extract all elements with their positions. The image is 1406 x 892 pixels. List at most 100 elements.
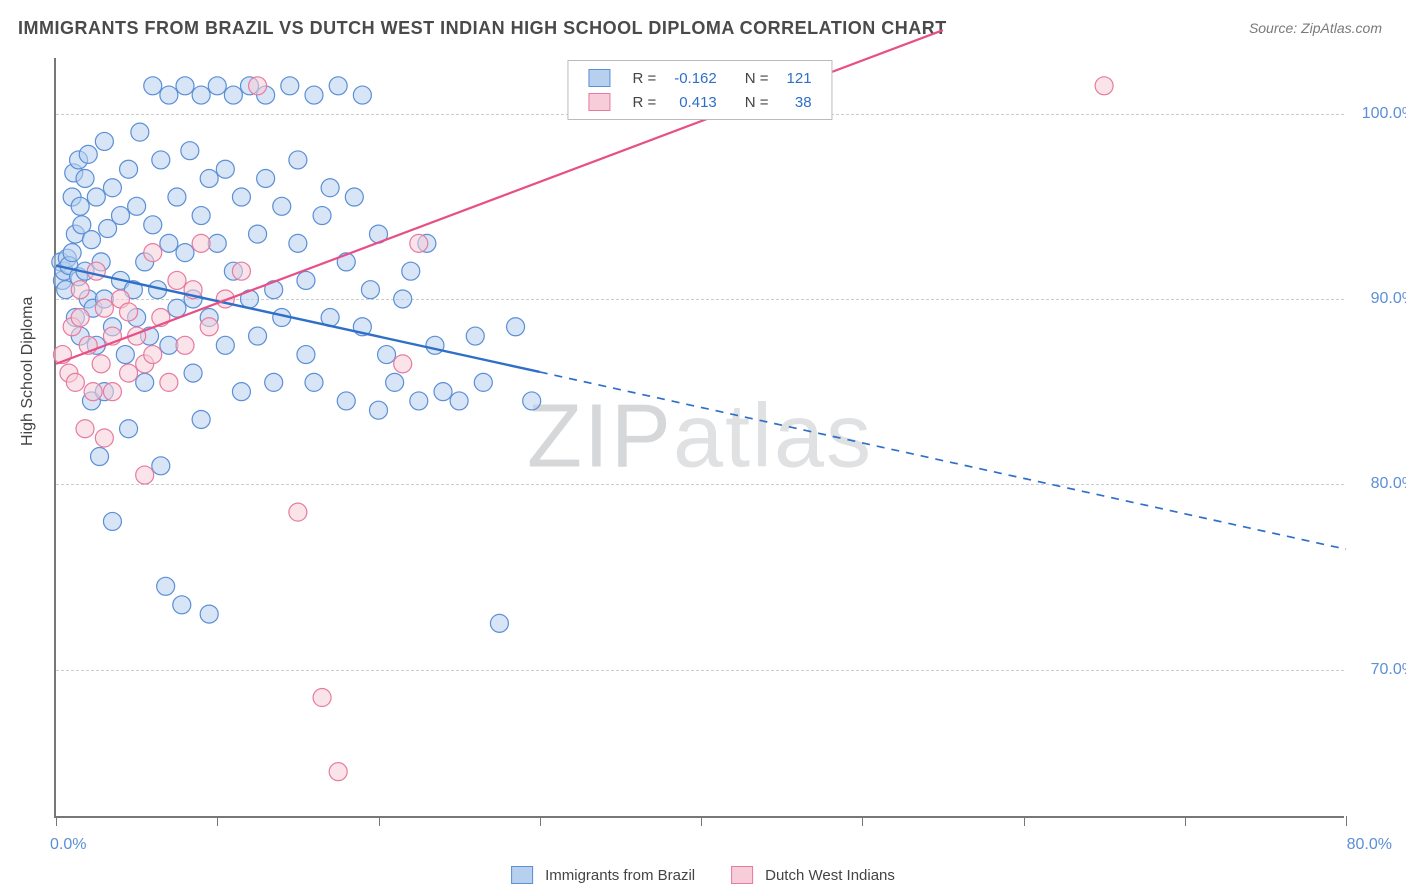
- scatter-point: [144, 216, 162, 234]
- scatter-point: [216, 160, 234, 178]
- scatter-point: [144, 244, 162, 262]
- legend-series: Immigrants from Brazil Dutch West Indians: [511, 866, 895, 884]
- legend-swatch: [731, 866, 753, 884]
- scatter-point: [181, 142, 199, 160]
- scatter-point: [71, 281, 89, 299]
- scatter-point: [160, 234, 178, 252]
- scatter-point: [128, 197, 146, 215]
- scatter-point: [410, 234, 428, 252]
- scatter-point: [450, 392, 468, 410]
- scatter-point: [160, 373, 178, 391]
- scatter-point: [329, 763, 347, 781]
- scatter-point: [208, 234, 226, 252]
- scatter-point: [490, 614, 508, 632]
- scatter-point: [313, 207, 331, 225]
- x-tick: [862, 816, 863, 826]
- chart-title: IMMIGRANTS FROM BRAZIL VS DUTCH WEST IND…: [18, 18, 947, 39]
- scatter-point: [112, 207, 130, 225]
- scatter-point: [216, 336, 234, 354]
- scatter-point: [87, 262, 105, 280]
- scatter-point: [192, 207, 210, 225]
- legend-stats-row: R =-0.162N =121: [580, 67, 819, 89]
- scatter-point: [386, 373, 404, 391]
- scatter-point: [184, 364, 202, 382]
- x-tick: [379, 816, 380, 826]
- scatter-point: [208, 77, 226, 95]
- scatter-point: [224, 86, 242, 104]
- scatter-point: [76, 169, 94, 187]
- scatter-point: [95, 132, 113, 150]
- legend-stats-row: R =0.413N =38: [580, 91, 819, 113]
- scatter-point: [176, 77, 194, 95]
- scatter-point: [289, 234, 307, 252]
- x-tick: [540, 816, 541, 826]
- source-prefix: Source:: [1249, 20, 1301, 36]
- legend-swatch: [588, 93, 610, 111]
- legend-series-label: Dutch West Indians: [765, 867, 895, 884]
- scatter-point: [394, 355, 412, 373]
- scatter-point: [95, 429, 113, 447]
- scatter-point: [200, 605, 218, 623]
- scatter-point: [116, 346, 134, 364]
- legend-series-item: Dutch West Indians: [731, 866, 895, 884]
- scatter-point: [466, 327, 484, 345]
- scatter-point: [507, 318, 525, 336]
- scatter-point: [152, 151, 170, 169]
- scatter-point: [168, 271, 186, 289]
- scatter-point: [321, 179, 339, 197]
- scatter-point: [249, 225, 267, 243]
- scatter-point: [402, 262, 420, 280]
- scatter-point: [305, 373, 323, 391]
- scatter-point: [176, 244, 194, 262]
- scatter-point: [120, 303, 138, 321]
- scatter-point: [71, 197, 89, 215]
- scatter-point: [192, 234, 210, 252]
- source-attribution: Source: ZipAtlas.com: [1249, 20, 1382, 36]
- scatter-point: [144, 346, 162, 364]
- scatter-point: [95, 299, 113, 317]
- plot-area: ZIPatlas 70.0%80.0%90.0%100.0% R =-0.162…: [54, 58, 1344, 818]
- x-tick: [56, 816, 57, 826]
- scatter-point: [410, 392, 428, 410]
- scatter-point: [200, 169, 218, 187]
- scatter-point: [329, 77, 347, 95]
- scatter-point: [79, 145, 97, 163]
- scatter-point: [200, 318, 218, 336]
- scatter-point: [136, 466, 154, 484]
- scatter-point: [1095, 77, 1113, 95]
- y-tick-label: 90.0%: [1371, 290, 1406, 308]
- x-tick-label-min: 0.0%: [50, 836, 86, 854]
- scatter-point: [131, 123, 149, 141]
- scatter-point: [103, 512, 121, 530]
- scatter-point: [297, 346, 315, 364]
- scatter-layer: [52, 77, 1113, 781]
- scatter-point: [361, 281, 379, 299]
- scatter-point: [232, 188, 250, 206]
- scatter-point: [103, 383, 121, 401]
- x-tick-label-max: 80.0%: [1347, 836, 1392, 854]
- scatter-point: [120, 364, 138, 382]
- scatter-point: [160, 86, 178, 104]
- scatter-point: [289, 151, 307, 169]
- legend-stats-table: R =-0.162N =121R =0.413N =38: [578, 65, 821, 115]
- scatter-point: [313, 689, 331, 707]
- scatter-point: [192, 410, 210, 428]
- chart-svg: [56, 58, 1344, 816]
- scatter-point: [232, 383, 250, 401]
- scatter-point: [120, 160, 138, 178]
- scatter-point: [168, 188, 186, 206]
- scatter-point: [144, 77, 162, 95]
- scatter-point: [103, 179, 121, 197]
- scatter-point: [160, 336, 178, 354]
- scatter-point: [152, 457, 170, 475]
- scatter-point: [157, 577, 175, 595]
- scatter-point: [63, 244, 81, 262]
- y-tick-label: 100.0%: [1362, 105, 1406, 123]
- x-tick: [1346, 816, 1347, 826]
- legend-swatch: [588, 69, 610, 87]
- legend-series-item: Immigrants from Brazil: [511, 866, 695, 884]
- scatter-point: [426, 336, 444, 354]
- trend-line-dashed: [540, 372, 1346, 549]
- source-name: ZipAtlas.com: [1301, 20, 1382, 36]
- legend-series-label: Immigrants from Brazil: [545, 867, 695, 884]
